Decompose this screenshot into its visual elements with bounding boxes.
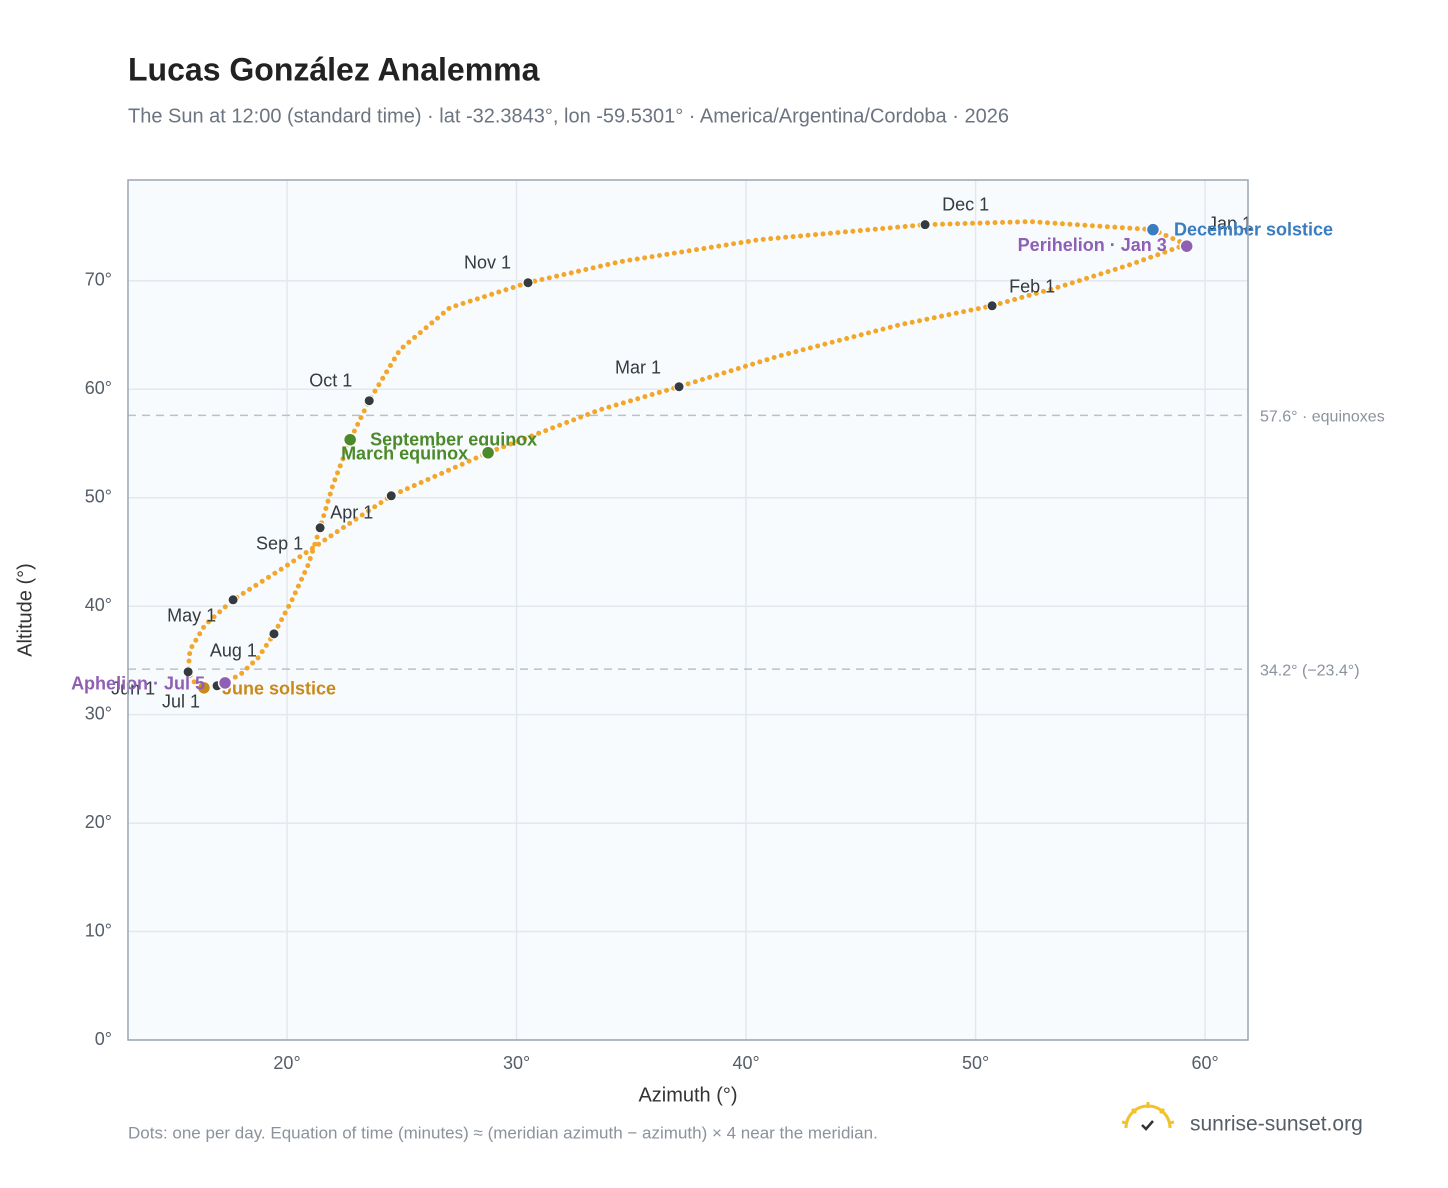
event-label: March equinox [341, 443, 468, 463]
plot-border [127, 179, 1249, 1041]
event-marker [1145, 222, 1161, 237]
event-label: September equinox [370, 429, 537, 449]
y-tick-label: 30° [85, 703, 112, 723]
month-label: Apr 1 [330, 503, 373, 523]
brand: sunrise-sunset.org [1190, 1113, 1363, 1136]
month-label: Oct 1 [309, 370, 352, 390]
event-marker [196, 680, 212, 696]
month-label: Sep 1 [256, 534, 303, 554]
month-marker [314, 522, 326, 534]
month-marker [363, 395, 375, 407]
y-axis-title: Altitude (°) [14, 563, 36, 657]
x-axis-title: Azimuth (°) [638, 1084, 737, 1106]
month-marker [522, 277, 534, 289]
event-marker [342, 432, 358, 447]
month-label: Mar 1 [615, 357, 661, 377]
month-label: Jun 1 [111, 679, 155, 699]
x-tick-label: 30° [503, 1053, 530, 1073]
month-marker [227, 594, 239, 606]
y-tick-label: 0° [95, 1029, 112, 1049]
x-tick-label: 60° [1191, 1053, 1218, 1073]
event-marker [480, 445, 496, 460]
footnote: Dots: one per day. Equation of time (min… [128, 1123, 878, 1142]
event-label: December solstice [1174, 219, 1333, 239]
x-tick-label: 50° [962, 1053, 989, 1073]
month-label: May 1 [167, 606, 216, 626]
event-marker [1179, 238, 1194, 254]
month-label: Dec 1 [942, 194, 989, 214]
x-tick-label: 40° [732, 1053, 759, 1073]
y-tick-label: 10° [85, 920, 112, 940]
event-label: June solstice [222, 679, 336, 699]
event-label: Perihelion · Jan 3 [1018, 235, 1167, 255]
y-tick-label: 50° [85, 487, 112, 507]
month-marker [919, 219, 931, 231]
reference-label: 57.6° · equinoxes [1260, 409, 1385, 426]
month-marker [268, 628, 280, 640]
month-marker [385, 490, 397, 502]
y-tick-label: 70° [85, 270, 112, 290]
event-marker [217, 675, 233, 691]
y-tick-label: 60° [85, 378, 112, 398]
month-marker [673, 381, 685, 393]
month-marker [182, 666, 194, 678]
chart-title: Lucas González Analemma [128, 51, 540, 87]
reference-label: 34.2° (−23.4°) [1260, 662, 1360, 679]
chart-subtitle: The Sun at 12:00 (standard time) · lat -… [128, 105, 1009, 127]
brand-logo [1121, 1102, 1175, 1131]
y-tick-label: 40° [85, 595, 112, 615]
x-tick-label: 20° [273, 1053, 300, 1073]
month-label: Jan 1 [1208, 213, 1252, 233]
event-label: Aphelion · Jul 5 [71, 674, 205, 694]
month-label: Nov 1 [464, 252, 511, 272]
month-label: Aug 1 [210, 641, 257, 661]
y-tick-label: 20° [85, 812, 112, 832]
month-label: Jul 1 [162, 692, 200, 712]
month-marker [986, 300, 998, 312]
plot-area [128, 180, 1248, 1040]
month-label: Feb 1 [1009, 277, 1055, 297]
